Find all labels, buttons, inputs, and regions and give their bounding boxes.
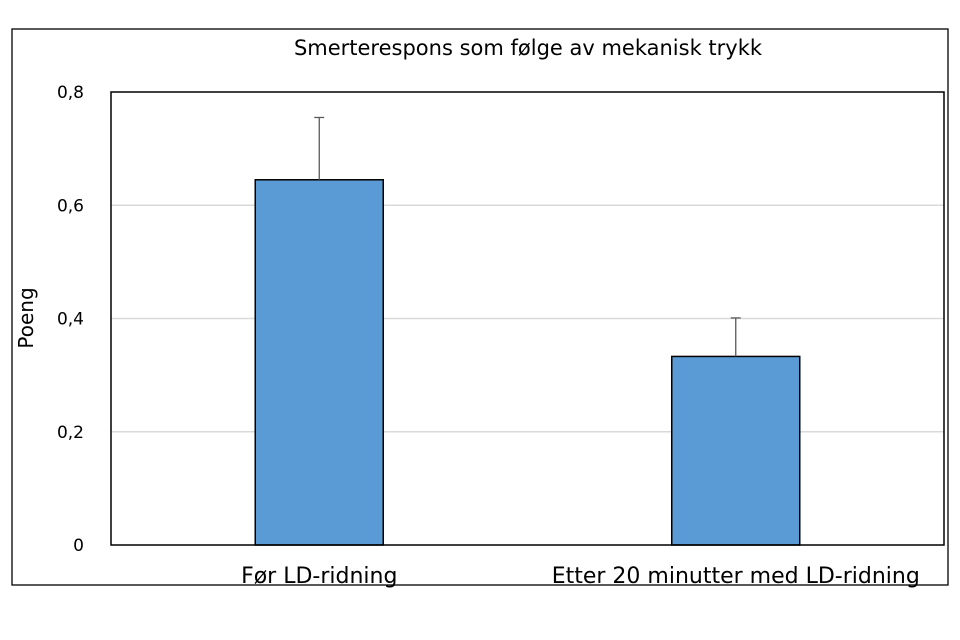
y-tick-label: 0 — [73, 536, 84, 556]
chart-title: Smerterespons som følge av mekanisk tryk… — [294, 36, 763, 60]
chart-frame — [11, 28, 949, 586]
x-tick-label: Etter 20 minutter med LD-ridning — [552, 564, 920, 589]
gridlines — [111, 204, 944, 433]
x-tick-labels: Før LD-ridning Etter 20 minutter med LD-r… — [241, 564, 920, 589]
error-bars — [314, 116, 741, 357]
y-tick-label: 0,8 — [57, 83, 84, 103]
y-tick-label: 0,2 — [57, 423, 84, 443]
y-tick-label: 0,4 — [57, 310, 84, 330]
y-tick-label: 0,6 — [57, 196, 84, 216]
y-axis-label: Poeng — [14, 287, 38, 348]
plot-area-border — [110, 91, 945, 546]
bar — [254, 179, 384, 546]
x-tick-label: Før LD-ridning — [241, 564, 397, 589]
bar — [671, 355, 801, 546]
y-tick-labels: 0 0,2 0,4 0,6 0,8 — [57, 83, 84, 556]
